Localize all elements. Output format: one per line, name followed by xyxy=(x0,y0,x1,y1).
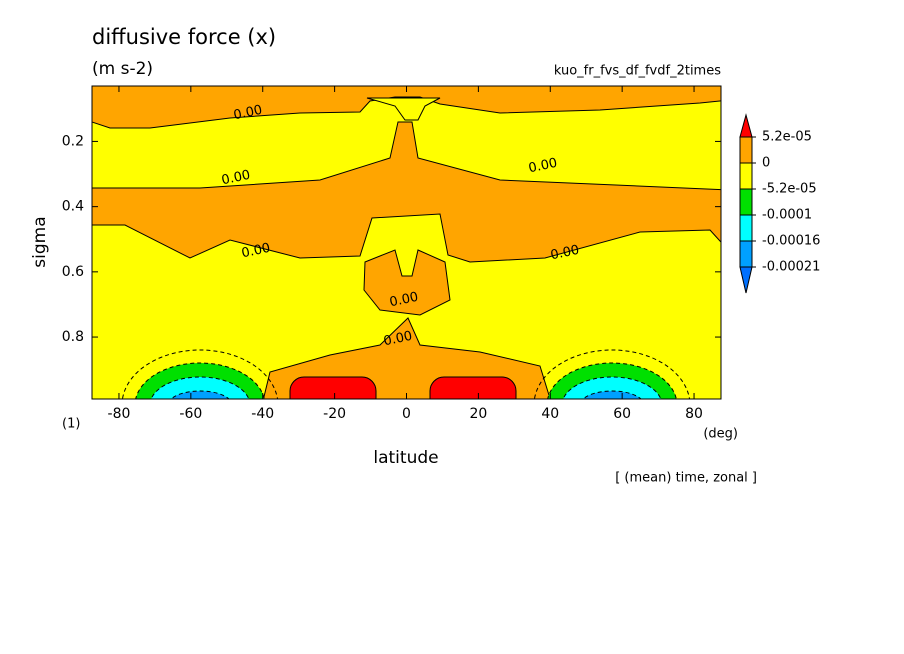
contour-fill xyxy=(135,362,265,399)
x-tick-label: 40 xyxy=(541,406,559,422)
contour-fill xyxy=(363,249,451,316)
y-tick-label: 0.8 xyxy=(62,329,84,345)
x-tick-label: -40 xyxy=(251,406,274,422)
contour-fill xyxy=(170,390,230,399)
contour-fill xyxy=(582,390,642,399)
subtitle: kuo_fr_fvs_df_fvdf_2times xyxy=(554,64,721,79)
colorbar-label: 5.2e-05 xyxy=(762,130,812,145)
colorbar-segment xyxy=(739,136,753,164)
contour-label: 0.00 xyxy=(232,103,263,124)
contour-fill xyxy=(289,376,377,399)
colorbar-segment xyxy=(739,162,753,190)
x-unit: (deg) xyxy=(703,427,738,442)
contour-label: 0.00 xyxy=(527,156,558,177)
units: (m s-2) xyxy=(92,59,153,79)
contour-fill xyxy=(92,121,721,263)
x-tick-label: -20 xyxy=(323,406,346,422)
x-tick-label: 20 xyxy=(469,406,487,422)
annotation: [ (mean) time, zonal ] xyxy=(615,471,757,486)
y-tick-label: 0.2 xyxy=(62,133,84,149)
colorbar-segment xyxy=(739,188,753,216)
y-tick-label: 0.4 xyxy=(62,199,84,215)
contour-fill xyxy=(366,97,441,121)
x-tick-label: 60 xyxy=(613,406,631,422)
x-tick-label: 0 xyxy=(402,406,411,422)
contour-label: 0.00 xyxy=(240,241,271,262)
y-tick-label: 0.6 xyxy=(62,264,84,280)
x-tick-label: -60 xyxy=(179,406,202,422)
y-unit: (1) xyxy=(62,417,80,432)
contour-fill xyxy=(562,376,662,399)
colorbar-extend xyxy=(739,113,753,138)
colorbar-segment xyxy=(739,240,753,268)
colorbar-extend xyxy=(739,266,753,294)
contour-fill xyxy=(547,362,677,399)
x-tick-label: 80 xyxy=(685,406,703,422)
contour-label: 0.00 xyxy=(220,168,251,189)
x-tick-label: -80 xyxy=(108,406,131,422)
contour-line xyxy=(121,349,279,399)
contour-line xyxy=(533,349,691,399)
colorbar-label: -0.00021 xyxy=(762,260,820,275)
contour-label: 0.00 xyxy=(382,329,413,350)
contour-label: 0.00 xyxy=(388,290,419,311)
chart-title: diffusive force (x) xyxy=(92,25,276,49)
colorbar-label: -5.2e-05 xyxy=(762,182,817,197)
colorbar-segment xyxy=(739,214,753,242)
colorbar-label: -0.00016 xyxy=(762,234,820,249)
x-axis-label: latitude xyxy=(373,448,438,468)
contour-fill xyxy=(429,376,517,399)
plot-area xyxy=(92,86,721,399)
contour-fill xyxy=(92,86,721,129)
y-axis-label: sigma xyxy=(30,216,50,267)
contour-fill xyxy=(150,376,250,399)
colorbar-label: 0 xyxy=(762,156,770,171)
contour-label: 0.00 xyxy=(549,243,580,264)
colorbar-label: -0.0001 xyxy=(762,208,812,223)
